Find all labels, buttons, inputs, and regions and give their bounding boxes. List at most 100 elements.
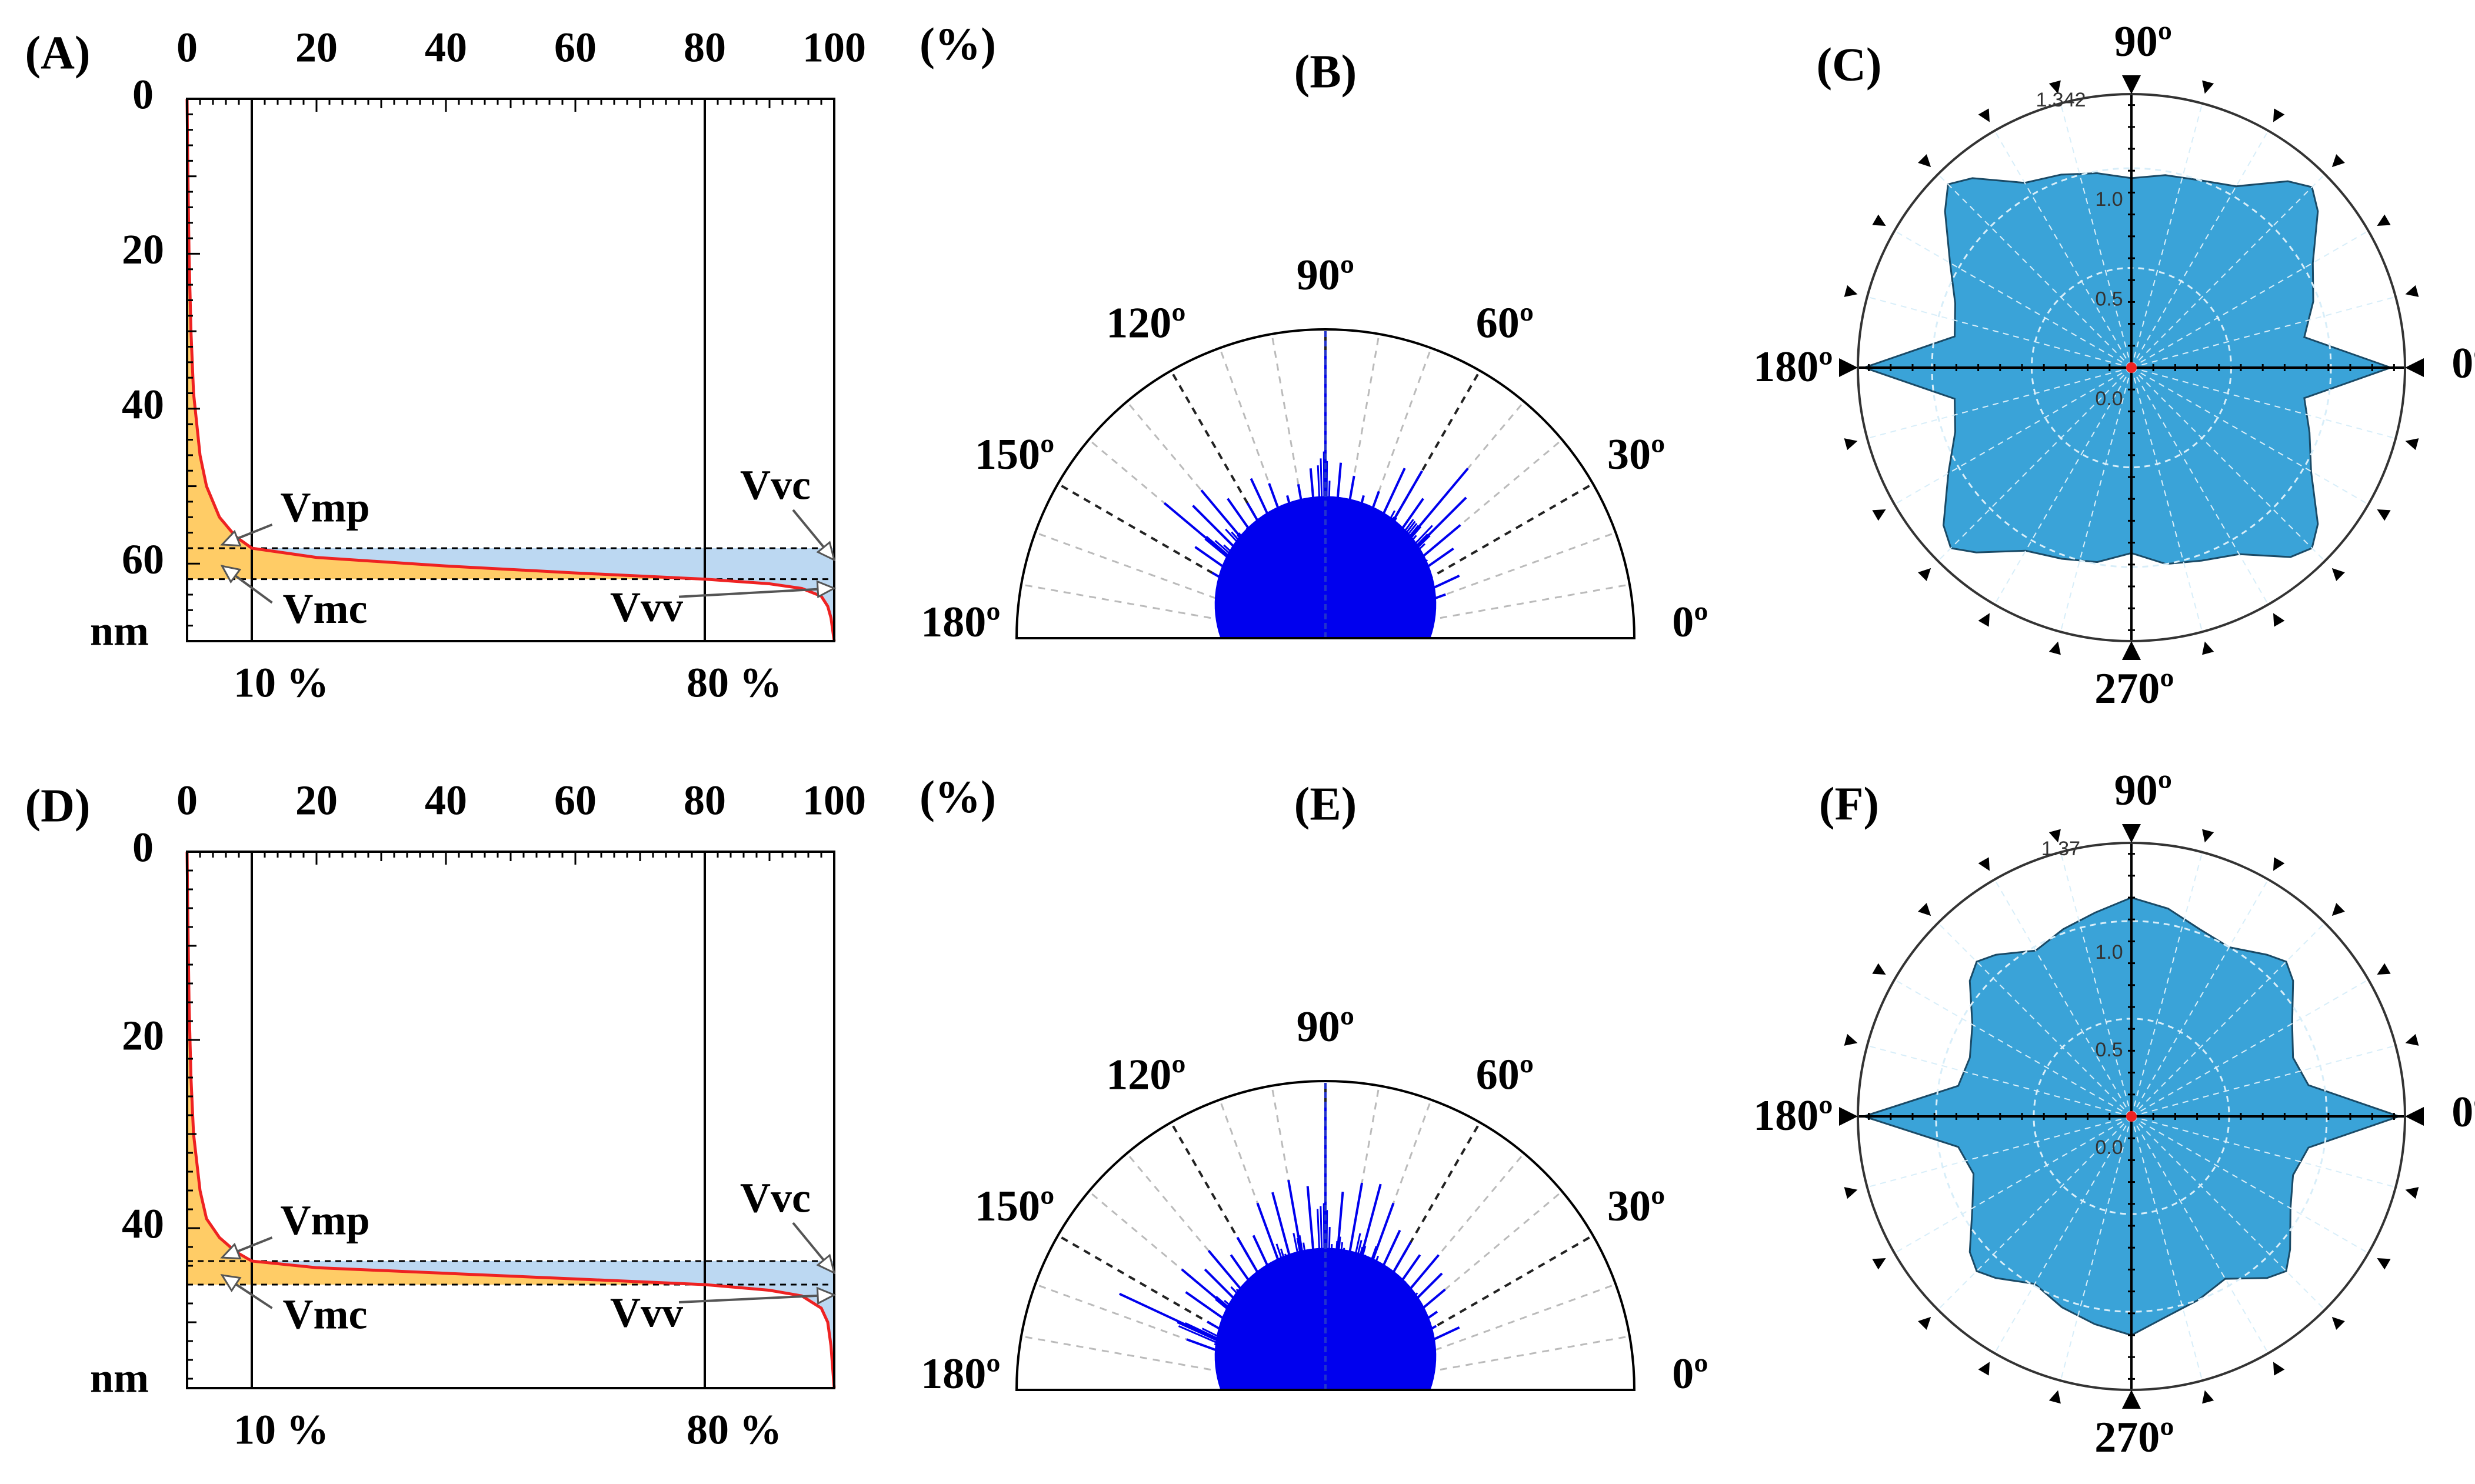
polar-direction-marker	[2049, 1390, 2061, 1404]
polar-direction-marker	[1978, 857, 1990, 871]
polar-direction-marker	[1978, 613, 1990, 626]
polar-direction-marker	[2273, 1362, 2284, 1375]
polar-direction-marker	[2332, 903, 2345, 916]
vvv-annotation: Vvv	[610, 1289, 683, 1336]
polar-direction-marker	[2332, 154, 2345, 167]
polar-max-label: 1.342	[2036, 89, 2086, 111]
rose-panel-b: 0º 30º 60º 90º 120º 150º 180º (B)	[921, 46, 1708, 646]
polar-direction-marker	[1872, 215, 1886, 226]
polar-angle-label: 180º	[1753, 1092, 1833, 1140]
polar-max-label: 1.37	[2041, 838, 2080, 860]
y-tick-label: 20	[122, 226, 164, 273]
rose-angle-label: 30º	[1607, 431, 1665, 479]
rose-angle-label: 120º	[1106, 299, 1185, 348]
rose-angle-label: 90º	[1297, 251, 1354, 299]
polar-radial-label: 1.0	[2095, 941, 2123, 963]
polar-direction-marker	[2406, 438, 2419, 450]
polar-direction-marker	[1918, 154, 1931, 167]
panel-label: (F)	[1819, 778, 1879, 830]
polar-direction-marker	[2122, 1390, 2141, 1409]
polar-direction-marker	[1839, 358, 1858, 377]
rose-angle-label: 60º	[1476, 299, 1534, 348]
percent-unit-label: (%)	[920, 771, 996, 822]
y-tick-label: 20	[122, 1012, 164, 1059]
vvc-annotation: Vvc	[740, 1175, 811, 1222]
peak-void-area	[187, 852, 252, 1261]
x-tick-label: 0	[176, 24, 198, 71]
polar-direction-marker	[2273, 108, 2284, 122]
rose-angle-label: 90º	[1297, 1003, 1354, 1051]
polar-radial-label: 0.0	[2095, 1136, 2123, 1159]
x-tick-label: 60	[554, 777, 597, 824]
x-tick-label: 20	[295, 777, 338, 824]
mr1-marker-label: 10 %	[234, 1406, 329, 1453]
rose-angle-label: 60º	[1476, 1051, 1534, 1099]
polar-panel-c: 0.00.51.01.3420º90º180º270º(C)	[1753, 18, 2475, 713]
polar-direction-marker	[2332, 568, 2345, 581]
polar-angle-label: 0º	[2451, 339, 2475, 388]
polar-direction-marker	[2273, 613, 2284, 626]
y-tick-label: 0	[132, 824, 154, 871]
y-tick-label: 40	[122, 381, 164, 428]
polar-direction-marker	[2377, 963, 2390, 975]
rose-angle-label: 0º	[1672, 1350, 1708, 1398]
polar-direction-marker	[2405, 358, 2424, 377]
polar-direction-marker	[1839, 1107, 1858, 1126]
polar-direction-marker	[1844, 1034, 1858, 1046]
rose-angle-label: 180º	[921, 598, 1000, 646]
polar-panel-f: 0.00.51.01.370º90º180º270º(F)	[1753, 766, 2475, 1462]
polar-direction-marker	[2202, 642, 2214, 655]
polar-direction-marker	[2049, 642, 2061, 655]
mr2-marker-label: 80 %	[687, 659, 782, 706]
polar-direction-marker	[2122, 641, 2141, 660]
polar-direction-marker	[2273, 857, 2284, 871]
panel-label: (C)	[1816, 39, 1881, 91]
rose-angle-label: 150º	[975, 431, 1054, 479]
polar-direction-marker	[1872, 1258, 1886, 1269]
panel-label: (B)	[1294, 46, 1357, 98]
polar-direction-marker	[1918, 568, 1931, 581]
polar-angle-label: 90º	[2114, 766, 2172, 815]
polar-angle-label: 90º	[2114, 18, 2172, 66]
polar-direction-marker	[1844, 285, 1858, 297]
mr2-marker-label: 80 %	[687, 1406, 782, 1453]
percent-unit-label: (%)	[920, 18, 996, 69]
polar-angle-label: 0º	[2451, 1088, 2475, 1136]
polar-radial-label: 1.0	[2095, 188, 2123, 211]
polar-center-dot	[2126, 362, 2137, 373]
polar-direction-marker	[2202, 81, 2214, 94]
polar-direction-marker	[1918, 1317, 1931, 1330]
polar-radial-label: 0.0	[2095, 388, 2123, 410]
y-tick-label: 60	[122, 536, 164, 583]
polar-direction-marker	[1872, 963, 1886, 975]
rose-angle-label: 0º	[1672, 598, 1708, 646]
polar-direction-marker	[2406, 1034, 2419, 1046]
vmc-annotation: Vmc	[283, 585, 368, 632]
y-tick-label: 0	[132, 71, 154, 118]
polar-direction-marker	[2202, 829, 2214, 843]
polar-angle-label: 270º	[2094, 665, 2174, 713]
polar-direction-marker	[1844, 1187, 1858, 1199]
x-tick-label: 40	[425, 24, 467, 71]
polar-direction-marker	[2202, 1390, 2214, 1404]
x-tick-label: 20	[295, 24, 338, 71]
polar-direction-marker	[1978, 108, 1990, 122]
y-tick-label: 40	[122, 1200, 164, 1248]
vmp-annotation: Vmp	[280, 483, 369, 531]
rose-angle-label: 30º	[1607, 1182, 1665, 1230]
polar-radial-label: 0.5	[2095, 288, 2123, 310]
polar-direction-marker	[2377, 1258, 2390, 1269]
x-tick-label: 100	[802, 24, 866, 71]
rose-angle-label: 120º	[1106, 1051, 1185, 1099]
vmc-annotation: Vmc	[283, 1291, 368, 1338]
polar-direction-marker	[2122, 824, 2141, 843]
mr1-marker-label: 10 %	[234, 659, 329, 706]
depth-unit-label: nm	[90, 1355, 149, 1402]
x-tick-label: 40	[425, 777, 467, 824]
rose-angle-label: 180º	[921, 1350, 1000, 1398]
polar-direction-marker	[2122, 75, 2141, 94]
polar-center-dot	[2126, 1111, 2137, 1122]
